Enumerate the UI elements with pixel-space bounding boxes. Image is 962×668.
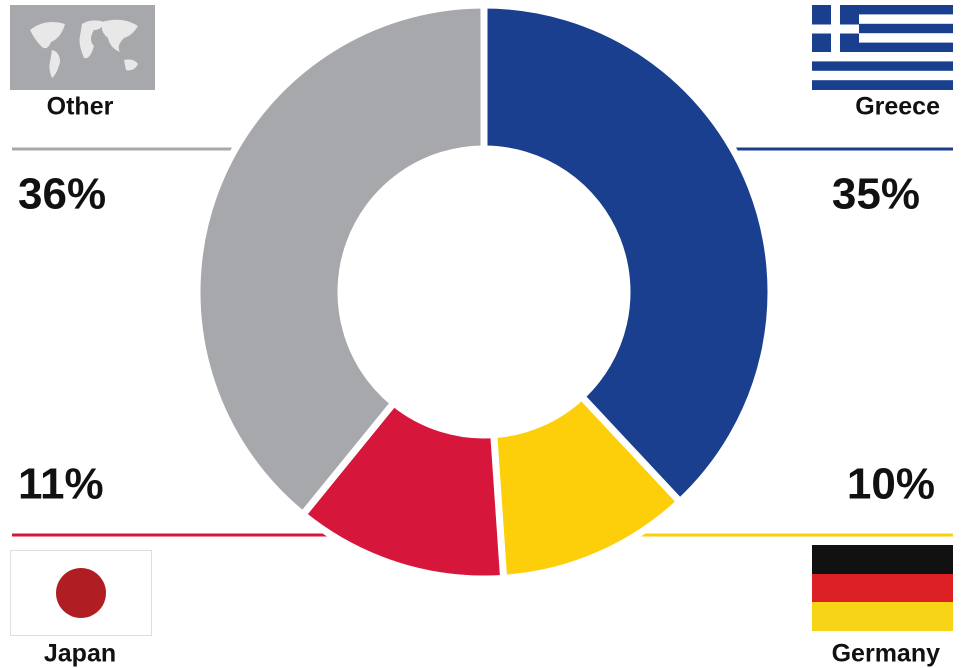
category-label: Other	[47, 93, 114, 121]
value-label: 10%	[847, 460, 935, 509]
category-label: Japan	[44, 640, 116, 668]
world-map-icon	[10, 5, 155, 90]
slice	[193, 1, 488, 520]
value-label: 36%	[18, 170, 106, 219]
greece-flag	[812, 5, 953, 90]
value-label: 11%	[18, 460, 104, 509]
value-label: 35%	[832, 170, 920, 219]
category-label: Germany	[832, 640, 940, 668]
category-label: Greece	[855, 93, 940, 121]
japan-flag	[10, 550, 152, 636]
slice	[297, 398, 508, 583]
slice	[480, 1, 775, 507]
germany-flag	[812, 545, 953, 631]
